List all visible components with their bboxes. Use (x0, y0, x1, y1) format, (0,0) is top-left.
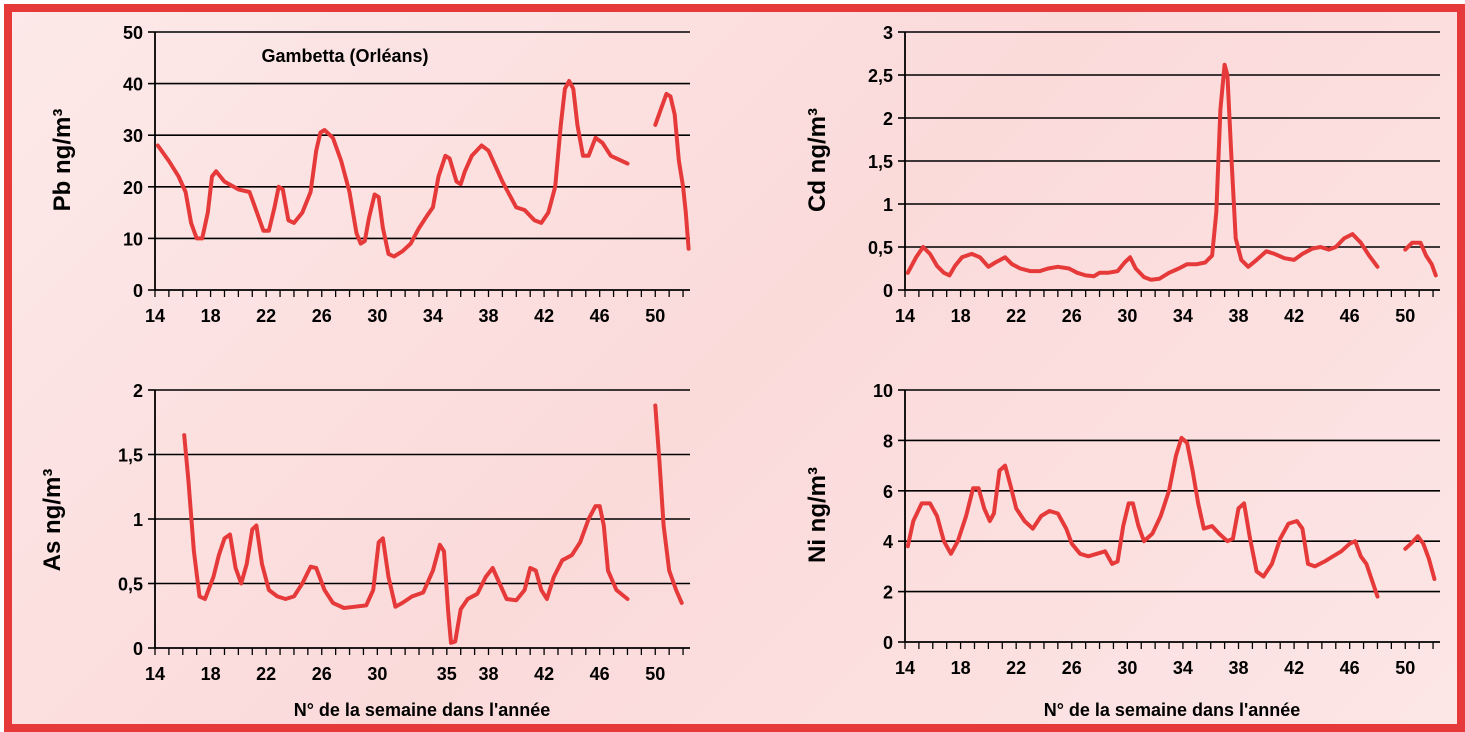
ni-x-tick-label: 50 (1395, 658, 1415, 678)
pb-y-tick-label: 0 (133, 281, 143, 301)
cd-x-tick-label: 50 (1395, 306, 1415, 326)
cd-y-tick-label: 0,5 (868, 238, 893, 258)
ni-x-tick-label: 38 (1228, 658, 1248, 678)
ni-x-tick-label: 46 (1340, 658, 1360, 678)
cd-x-tick-label: 18 (951, 306, 971, 326)
as-x-axis-label: N° de la semaine dans l'année (294, 700, 551, 720)
as-series-line-segment-1 (182, 433, 630, 645)
ni-x-tick-label: 34 (1173, 658, 1193, 678)
pb-y-tick-label: 20 (123, 178, 143, 198)
chart-as: 0 0,5 1 1,5 2 14 18 22 26 30 35 38 42 46 50 As ng/m³ N… (39, 381, 690, 720)
pb-x-tick-label: 38 (478, 306, 498, 326)
as-x-tick-label: 35 (437, 664, 457, 684)
chart-pb: 0 10 20 30 40 50 14 18 22 26 30 34 38 42 46 50 Pb ng/m³… (49, 23, 691, 326)
as-x-tick-label: 22 (256, 664, 276, 684)
as-y-tick-label: 1 (133, 510, 143, 530)
pb-y-tick-label: 50 (123, 23, 143, 43)
as-x-tick-label: 26 (312, 664, 332, 684)
as-x-tick-label: 18 (201, 664, 221, 684)
ni-x-tick-label: 26 (1062, 658, 1082, 678)
cd-x-tick-label: 14 (895, 306, 915, 326)
cd-y-tick-label: 1 (883, 195, 893, 215)
pb-y-tick-label: 40 (123, 75, 143, 95)
ni-y-axis-label: Ni ng/m³ (804, 467, 831, 563)
pb-series-line-segment-1 (155, 79, 630, 259)
as-x-tick-label: 42 (534, 664, 554, 684)
cd-series-line-segment-1 (905, 62, 1380, 282)
ni-y-tick-label: 0 (883, 633, 893, 653)
pb-y-tick-label: 10 (123, 229, 143, 249)
pb-y-tick-label: 30 (123, 126, 143, 146)
ni-y-tick-label: 2 (883, 583, 893, 603)
ni-x-tick-label: 14 (895, 658, 915, 678)
cd-x-tick-label: 38 (1228, 306, 1248, 326)
as-y-tick-label: 0,5 (118, 575, 143, 595)
cd-y-tick-label: 3 (883, 23, 893, 43)
pb-x-tick-label: 46 (590, 306, 610, 326)
pb-x-tick-label: 14 (145, 306, 165, 326)
as-x-tick-label: 30 (367, 664, 387, 684)
ni-y-tick-label: 8 (883, 431, 893, 451)
pb-x-tick-label: 22 (256, 306, 276, 326)
ni-y-tick-label: 4 (883, 532, 893, 552)
ni-y-tick-label: 6 (883, 482, 893, 502)
as-x-tick-label: 38 (478, 664, 498, 684)
cd-y-tick-label: 2,5 (868, 66, 893, 86)
cd-y-tick-label: 1,5 (868, 152, 893, 172)
pb-x-tick-label: 42 (534, 306, 554, 326)
ni-x-tick-label: 42 (1284, 658, 1304, 678)
as-x-tick-label: 46 (590, 664, 610, 684)
cd-x-tick-label: 22 (1006, 306, 1026, 326)
pb-y-axis-label: Pb ng/m³ (49, 109, 76, 212)
cd-x-tick-label: 26 (1062, 306, 1082, 326)
pb-series-line-segment-2 (653, 91, 691, 251)
as-y-tick-label: 0 (133, 639, 143, 659)
ni-x-axis-label: N° de la semaine dans l'année (1044, 700, 1301, 720)
pb-x-tick-label: 34 (423, 306, 443, 326)
pb-chart-title: Gambetta (Orléans) (261, 46, 428, 66)
ni-x-tick-label: 30 (1117, 658, 1137, 678)
ni-x-tick-label: 22 (1006, 658, 1026, 678)
ni-series-line-segment-1 (905, 435, 1380, 599)
ni-y-tick-label: 10 (873, 381, 893, 401)
pb-x-tick-label: 50 (645, 306, 665, 326)
as-y-tick-label: 1,5 (118, 446, 143, 466)
cd-x-tick-label: 46 (1340, 306, 1360, 326)
as-y-axis-label: As ng/m³ (39, 469, 66, 572)
cd-x-tick-label: 30 (1117, 306, 1137, 326)
as-y-tick-label: 2 (133, 381, 143, 401)
cd-series-line-segment-2 (1403, 240, 1438, 278)
ni-x-tick-label: 18 (951, 658, 971, 678)
pb-x-tick-label: 26 (312, 306, 332, 326)
cd-x-tick-label: 42 (1284, 306, 1304, 326)
cd-y-axis-label: Cd ng/m³ (804, 108, 831, 212)
ni-series-line-segment-2 (1403, 534, 1437, 581)
as-x-tick-label: 50 (645, 664, 665, 684)
pb-x-tick-label: 18 (201, 306, 221, 326)
cd-y-tick-label: 0 (883, 281, 893, 301)
as-x-tick-label: 14 (145, 664, 165, 684)
cd-x-tick-label: 34 (1173, 306, 1193, 326)
pb-x-tick-label: 30 (367, 306, 387, 326)
as-series-line-segment-2 (653, 403, 684, 605)
chart-cd: 0 0,5 1 1,5 2 2,5 3 14 18 22 26 30 34 38 42 46 50 Cd ng/… (804, 23, 1440, 326)
cd-y-tick-label: 2 (883, 109, 893, 129)
